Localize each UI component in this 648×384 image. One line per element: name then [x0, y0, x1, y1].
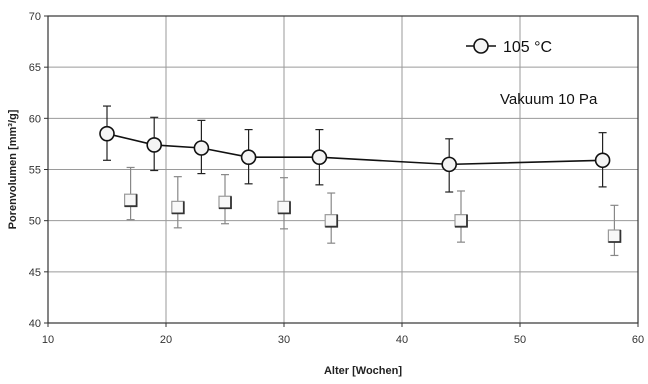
data-point-square	[218, 195, 232, 209]
x-tick-label: 60	[632, 334, 644, 346]
y-tick-label: 55	[29, 165, 41, 177]
data-point-square-shadow	[455, 214, 468, 228]
y-axis-title: Porenvolumen [mm³/g]	[7, 109, 19, 229]
data-point-square	[607, 229, 622, 243]
y-tick-label: 65	[29, 62, 41, 74]
series-1	[99, 105, 611, 193]
data-point-square-shadow	[219, 196, 232, 210]
ticks-layer: 40 45 50 55 60 65 70 10 20 30 40 50 60	[29, 11, 644, 346]
data-point-circle	[594, 152, 611, 169]
data-point-square-shadow	[124, 194, 138, 208]
data-point-square-shadow	[325, 214, 339, 228]
series-line	[106, 132, 603, 166]
legend-circle-marker	[473, 38, 489, 54]
grid-layer	[48, 16, 638, 323]
series-layer	[99, 105, 622, 257]
data-point-square	[277, 200, 291, 214]
legend: 105 °C	[466, 38, 552, 56]
x-tick-label: 50	[514, 334, 526, 346]
data-point-square	[324, 214, 338, 228]
data-point-square	[454, 214, 468, 228]
y-tick-label: 70	[29, 11, 41, 23]
x-tick-label: 30	[278, 334, 290, 346]
data-point-square	[123, 193, 138, 207]
data-point-circle	[441, 156, 458, 173]
data-point-square-shadow	[171, 201, 185, 215]
y-tick-label: 60	[29, 113, 41, 125]
x-tick-label: 40	[396, 334, 408, 346]
legend-label: 105 °C	[503, 39, 552, 56]
y-tick-label: 40	[29, 318, 41, 330]
series-2	[123, 166, 622, 257]
data-point-circle	[99, 125, 115, 142]
data-point-square-shadow	[278, 201, 291, 215]
data-point-circle	[240, 149, 257, 166]
y-tick-label: 50	[29, 216, 41, 228]
x-tick-label: 20	[160, 334, 172, 346]
x-tick-label: 10	[42, 334, 54, 346]
data-point-square	[171, 200, 185, 214]
annotation-vakuum: Vakuum 10 Pa	[500, 91, 598, 108]
x-axis-title: Alter [Wochen]	[324, 365, 402, 377]
data-point-circle	[193, 140, 210, 156]
y-tick-label: 45	[29, 267, 41, 279]
data-point-square-shadow	[608, 230, 622, 243]
data-point-circle	[146, 137, 162, 153]
data-point-circle	[311, 149, 328, 166]
